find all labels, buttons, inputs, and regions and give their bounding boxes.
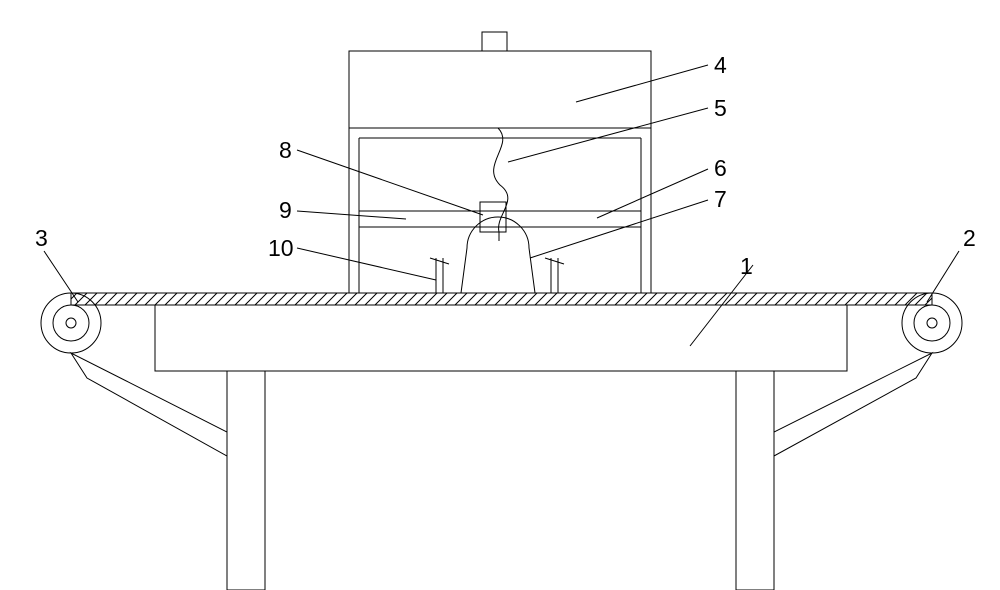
- svg-text:8: 8: [279, 137, 292, 163]
- svg-text:6: 6: [714, 155, 727, 181]
- svg-text:9: 9: [279, 197, 292, 223]
- svg-text:5: 5: [714, 95, 727, 121]
- svg-text:1: 1: [740, 253, 753, 279]
- svg-text:3: 3: [35, 225, 48, 251]
- svg-text:4: 4: [714, 52, 727, 78]
- svg-text:10: 10: [268, 235, 294, 261]
- svg-text:7: 7: [714, 186, 727, 212]
- svg-text:2: 2: [963, 225, 976, 251]
